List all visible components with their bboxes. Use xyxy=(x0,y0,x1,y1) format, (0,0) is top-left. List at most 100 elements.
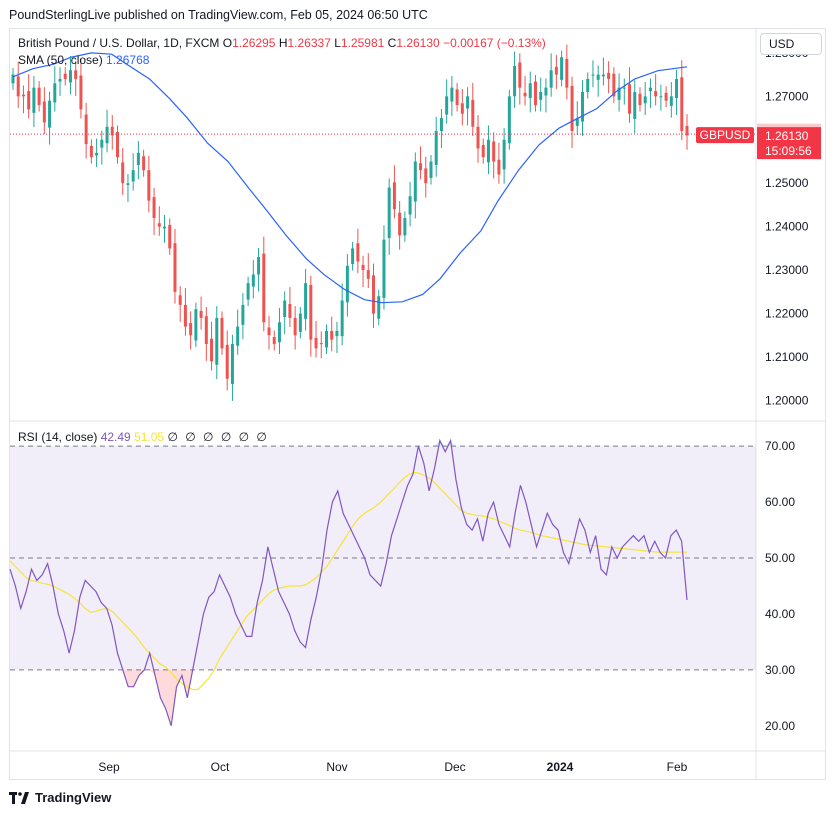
candle[interactable] xyxy=(413,152,417,219)
candle[interactable] xyxy=(513,51,517,109)
candle[interactable] xyxy=(95,138,99,168)
candle[interactable] xyxy=(466,87,470,126)
candle[interactable] xyxy=(230,334,234,401)
candle[interactable] xyxy=(335,321,339,354)
candle[interactable] xyxy=(272,330,276,351)
candle[interactable] xyxy=(283,291,287,334)
candle[interactable] xyxy=(345,254,349,317)
candle[interactable] xyxy=(382,225,386,310)
candle[interactable] xyxy=(183,287,187,336)
candle[interactable] xyxy=(136,141,140,180)
candle[interactable] xyxy=(32,75,36,128)
candle[interactable] xyxy=(539,77,543,112)
candle[interactable] xyxy=(633,80,637,134)
candle[interactable] xyxy=(11,68,15,90)
candle[interactable] xyxy=(497,142,501,184)
candle[interactable] xyxy=(194,302,198,348)
candle[interactable] xyxy=(659,84,663,111)
candle[interactable] xyxy=(471,82,475,136)
candle[interactable] xyxy=(319,331,323,359)
candle[interactable] xyxy=(643,82,647,116)
candle[interactable] xyxy=(204,307,208,361)
candle[interactable] xyxy=(121,148,125,195)
candle[interactable] xyxy=(267,315,271,350)
candle[interactable] xyxy=(523,75,527,106)
candle[interactable] xyxy=(48,91,52,145)
candle[interactable] xyxy=(481,138,485,164)
candle[interactable] xyxy=(110,115,114,150)
candle[interactable] xyxy=(236,309,240,355)
candle[interactable] xyxy=(356,228,360,274)
candle[interactable] xyxy=(628,67,632,123)
candle[interactable] xyxy=(178,286,182,322)
candle[interactable] xyxy=(607,61,611,94)
candle[interactable] xyxy=(601,57,605,86)
candle[interactable] xyxy=(403,211,407,242)
candle[interactable] xyxy=(492,132,496,179)
candle[interactable] xyxy=(58,67,62,96)
candle[interactable] xyxy=(199,296,203,330)
candle[interactable] xyxy=(612,67,616,103)
candle[interactable] xyxy=(675,69,679,116)
candle[interactable] xyxy=(408,181,412,227)
candle[interactable] xyxy=(398,201,402,250)
candle[interactable] xyxy=(100,130,104,165)
candle[interactable] xyxy=(220,311,224,355)
candle[interactable] xyxy=(288,287,292,328)
candle[interactable] xyxy=(366,253,370,288)
candle[interactable] xyxy=(654,74,658,106)
currency-button[interactable]: USD xyxy=(760,33,822,55)
candle[interactable] xyxy=(596,65,600,97)
candle[interactable] xyxy=(424,156,428,198)
candle[interactable] xyxy=(439,108,443,149)
candle[interactable] xyxy=(152,188,156,235)
candle[interactable] xyxy=(142,149,146,177)
candle[interactable] xyxy=(157,206,161,236)
candle[interactable] xyxy=(591,60,595,88)
candle[interactable] xyxy=(215,306,219,380)
candle[interactable] xyxy=(277,307,281,354)
candle[interactable] xyxy=(570,76,574,149)
candle[interactable] xyxy=(262,236,266,332)
candle[interactable] xyxy=(225,330,229,391)
candle[interactable] xyxy=(434,116,438,177)
candle[interactable] xyxy=(168,218,172,255)
candle[interactable] xyxy=(27,74,31,119)
candle[interactable] xyxy=(189,311,193,350)
candle[interactable] xyxy=(314,320,318,358)
candle[interactable] xyxy=(685,114,689,150)
candle[interactable] xyxy=(330,316,334,352)
candle[interactable] xyxy=(392,165,396,219)
tradingview-logo[interactable]: TradingView xyxy=(9,790,111,805)
candle[interactable] xyxy=(528,71,532,113)
candle[interactable] xyxy=(210,321,214,371)
candle[interactable] xyxy=(74,61,78,96)
candle[interactable] xyxy=(560,50,564,87)
candle[interactable] xyxy=(518,53,522,105)
candle[interactable] xyxy=(377,289,381,326)
candle[interactable] xyxy=(445,79,449,124)
candle[interactable] xyxy=(89,139,93,164)
candle[interactable] xyxy=(105,109,109,153)
candle[interactable] xyxy=(617,73,621,112)
candle[interactable] xyxy=(79,58,83,119)
candle[interactable] xyxy=(638,87,642,112)
candle[interactable] xyxy=(544,78,548,113)
candle[interactable] xyxy=(419,146,423,180)
candle[interactable] xyxy=(460,88,464,126)
candle[interactable] xyxy=(304,268,308,331)
candle[interactable] xyxy=(450,75,454,116)
candle[interactable] xyxy=(554,55,558,89)
candle[interactable] xyxy=(455,82,459,112)
candle[interactable] xyxy=(533,75,537,112)
candle[interactable] xyxy=(115,125,119,164)
candle[interactable] xyxy=(42,87,46,135)
candle[interactable] xyxy=(298,307,302,339)
candle[interactable] xyxy=(669,82,673,118)
candle[interactable] xyxy=(565,44,569,100)
rsi-legend[interactable]: RSI (14, close) 42.49 51.05 ∅ ∅ ∅ ∅ ∅ ∅ xyxy=(18,430,269,444)
candle[interactable] xyxy=(648,78,652,109)
candle[interactable] xyxy=(21,85,25,114)
candle[interactable] xyxy=(63,67,67,86)
